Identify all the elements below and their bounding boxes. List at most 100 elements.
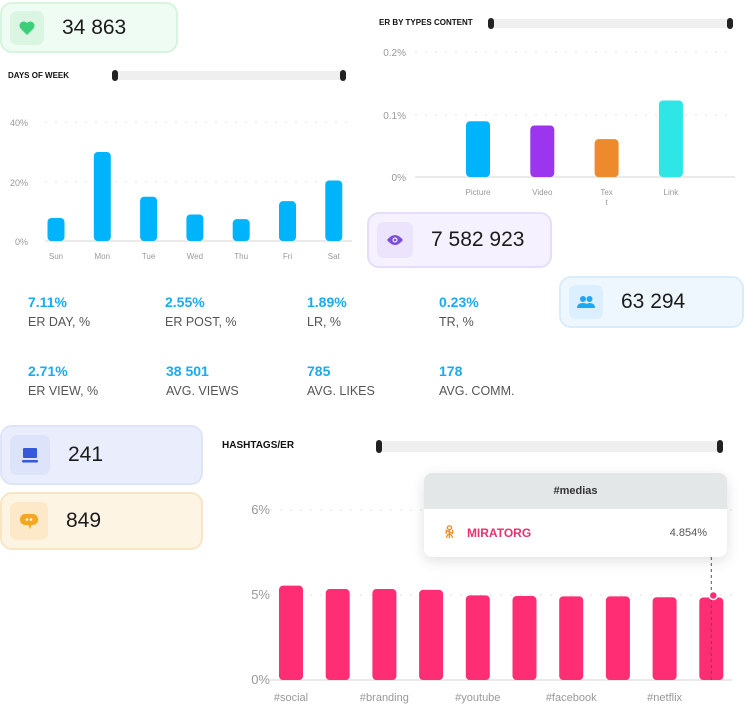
slider-handle-end[interactable] (340, 70, 346, 81)
hover-point (708, 590, 719, 601)
metric-value: 2.55% (165, 294, 205, 310)
bar-wed (186, 214, 204, 241)
x-tick-label: Video (532, 188, 553, 197)
eye-icon (377, 222, 413, 258)
tooltip-account-name: MIRATORG (466, 526, 532, 540)
metric-label: AVG. LIKES (307, 384, 375, 398)
metric-er-view: 2.71% ER VIEW, % (28, 363, 98, 398)
y-tick-label: 0.1% (383, 111, 406, 122)
tooltip-header: #medias (424, 473, 727, 509)
y-tick-label: 20% (10, 178, 28, 188)
days-range-slider[interactable] (112, 70, 346, 81)
x-tick-label: Thu (234, 252, 248, 261)
metric-er-day: 7.11% ER DAY, % (28, 294, 90, 329)
metric-value: 0.23% (439, 294, 479, 310)
bar-video (530, 125, 555, 177)
laptop-icon (10, 435, 50, 475)
views-value: 7 582 923 (431, 228, 525, 251)
posts-card: 241 (0, 425, 203, 485)
x-tick-label: Sun (49, 252, 63, 261)
hashtag-tooltip: #medias ꆜ MIRATORG 4.854% (424, 473, 727, 557)
bar-fri (279, 201, 296, 241)
bar-mon (93, 152, 111, 241)
hashtags-range-slider[interactable] (376, 440, 723, 453)
metric-value: 2.71% (28, 363, 68, 379)
bar-item7 (605, 596, 630, 680)
slider-handle-start[interactable] (488, 18, 494, 29)
x-tick-label: #netflix (647, 692, 682, 704)
y-tick-label: 0% (15, 237, 28, 247)
metric-er-post: 2.55% ER POST, % (165, 294, 237, 329)
types-range-slider[interactable] (488, 18, 733, 29)
bar-item3 (419, 589, 444, 680)
metric-avg-likes: 785 AVG. LIKES (307, 363, 375, 398)
hashtags-chart-title: HASHTAGS/ER (222, 440, 295, 451)
x-tick-label: #branding (360, 692, 409, 704)
bar-text (594, 139, 619, 177)
x-tick-label: Link (664, 188, 680, 197)
bar-sat (325, 180, 343, 241)
metric-lr: 1.89% LR, % (307, 294, 347, 329)
metric-label: AVG. VIEWS (166, 384, 239, 398)
slider-handle-end[interactable] (727, 18, 733, 29)
types-chart-title: ER BY TYPES CONTENT (379, 18, 473, 27)
metric-avg-views: 38 501 AVG. VIEWS (166, 363, 239, 398)
likes-value: 34 863 (62, 15, 127, 39)
x-tick-label: #youtube (455, 692, 500, 704)
bar-item1 (325, 589, 350, 680)
likes-card: 34 863 (0, 2, 178, 53)
metric-avg-comm: 178 AVG. COMM. (439, 363, 514, 398)
tooltip-value: 4.854% (669, 527, 707, 539)
y-tick-label: 6% (251, 502, 270, 517)
x-tick-label: #facebook (546, 692, 597, 704)
comment-icon (10, 502, 48, 540)
bar-link (658, 100, 683, 177)
heart-icon (10, 10, 44, 45)
x-tick-label: t (605, 198, 608, 207)
bar-medias (699, 597, 724, 680)
people-icon (569, 285, 603, 319)
metric-label: TR, % (439, 315, 474, 329)
x-tick-label: Tue (142, 252, 156, 261)
metric-label: ER VIEW, % (28, 384, 99, 398)
metric-label: ER POST, % (165, 315, 237, 329)
odnoklassniki-icon: ꆜ (444, 525, 455, 541)
metric-tr: 0.23% TR, % (439, 294, 479, 329)
bar-tue (140, 196, 158, 241)
posts-value: 241 (68, 443, 104, 466)
comments-value: 849 (66, 509, 102, 532)
x-tick-label: Picture (466, 188, 491, 197)
y-tick-label: 0% (392, 173, 407, 184)
metric-value: 7.11% (28, 294, 67, 310)
bar-picture (466, 121, 490, 177)
y-tick-label: 40% (10, 118, 28, 128)
x-tick-label: Sat (328, 252, 341, 261)
views-card: 7 582 923 (367, 212, 552, 268)
bar-item5 (512, 596, 537, 680)
metric-value: 785 (307, 363, 331, 379)
slider-handle-start[interactable] (376, 440, 382, 453)
followers-value: 63 294 (621, 290, 686, 313)
x-tick-label: Wed (187, 252, 203, 261)
metric-value: 38 501 (166, 363, 209, 379)
metric-label: LR, % (307, 315, 342, 329)
bar-thu (232, 219, 250, 241)
bar-facebook (559, 596, 584, 680)
bar-branding (372, 589, 397, 680)
metric-label: AVG. COMM. (439, 384, 515, 398)
slider-handle-start[interactable] (112, 70, 118, 81)
bar-netflix (652, 597, 677, 680)
slider-handle-end[interactable] (717, 440, 723, 453)
x-tick-label: Mon (95, 252, 111, 261)
x-tick-label: #social (274, 692, 308, 704)
bar-social (279, 585, 303, 680)
bar-youtube (465, 595, 490, 680)
metric-value: 1.89% (307, 294, 347, 310)
y-tick-label: 5% (251, 587, 270, 602)
metric-value: 178 (439, 363, 463, 379)
x-tick-label: Fri (283, 252, 293, 261)
x-tick-label: Tex (600, 188, 612, 197)
y-tick-label: 0.2% (383, 48, 406, 59)
bar-sun (47, 217, 65, 241)
